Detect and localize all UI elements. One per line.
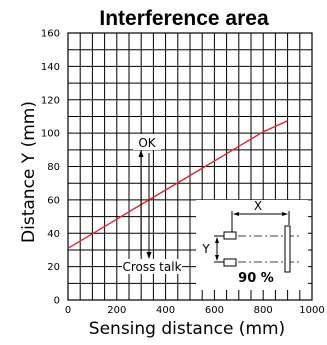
crosstalk-arrow-head: [146, 252, 152, 259]
y-tick-label: 160: [41, 29, 60, 40]
inset-y-arrow-bottom: [215, 255, 219, 261]
y-tick-label: 20: [47, 262, 60, 273]
x-tick-label: 1000: [299, 305, 324, 316]
inset-y-arrow-top: [215, 237, 219, 243]
y-tick-label: 100: [41, 129, 60, 140]
inset-x-arrow-right: [282, 212, 288, 216]
y-tick-labels: 0 20 40 60 80 100 120 140 160: [41, 29, 60, 307]
ok-arrow-head: [138, 150, 144, 157]
y-tick-label: 40: [47, 229, 60, 240]
x-axis-label: Sensing distance (mm): [89, 319, 285, 339]
inset-percent-label: 90 %: [238, 271, 274, 286]
plot-frame: [67, 32, 313, 301]
series-line: [67, 120, 288, 249]
inset-sensor-bottom: [223, 258, 237, 267]
inset-diagram: X Y 90 %: [196, 199, 308, 290]
y-axis-label: Distance Y (mm): [19, 101, 39, 243]
x-tick-label: 800: [254, 305, 273, 316]
ok-label: OK: [138, 136, 156, 150]
y-tick-label: 80: [47, 162, 60, 173]
ok-crosstalk-annotation: OK Cross talk: [122, 134, 182, 274]
y-tick-label: 60: [47, 195, 60, 206]
x-tick-label: 200: [107, 305, 126, 316]
inset-sensor-top: [223, 231, 237, 240]
x-tick-label: 400: [156, 305, 175, 316]
crosstalk-label-bg: [122, 259, 182, 274]
x-tick-labels: 0 200 400 600 800 1000: [65, 305, 325, 316]
y-tick-label: 140: [41, 62, 60, 73]
inset-x-arrow-left: [233, 212, 239, 216]
x-tick-label: 0: [65, 305, 71, 316]
y-tick-label: 0: [54, 296, 60, 307]
ok-label-bg: [133, 134, 161, 150]
x-tick-label: 600: [205, 305, 224, 316]
inset-reflector: [284, 225, 291, 273]
y-tick-label: 120: [41, 95, 60, 106]
inset-x-label: X: [254, 199, 262, 213]
inset-y-label: Y: [201, 242, 210, 256]
chart-title: Interference area: [99, 7, 269, 30]
crosstalk-label: Cross talk: [122, 260, 181, 274]
